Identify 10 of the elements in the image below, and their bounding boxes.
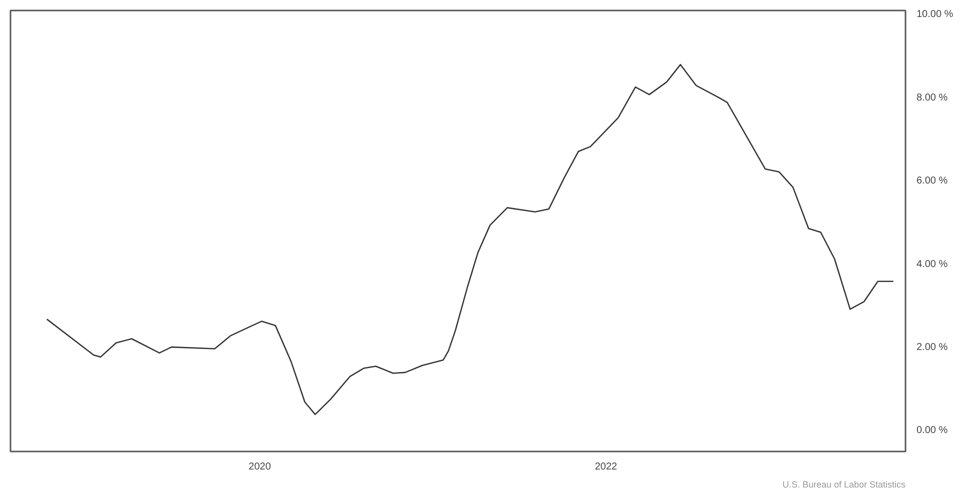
y-tick-label: 2.00 % — [916, 342, 948, 353]
line-series — [46, 64, 894, 416]
y-tick-label: 10.00 % — [916, 9, 954, 20]
y-tick-label: 6.00 % — [916, 176, 948, 187]
y-tick-label: 8.00 % — [916, 92, 948, 104]
x-tick-label: 2020 — [248, 462, 272, 472]
text: U.S. Bureau of Labor Statistics — [782, 480, 906, 490]
y-tick-label: 4.00 % — [916, 258, 948, 270]
y-tick-label: 0.00 % — [916, 425, 948, 436]
x-tick-label: 2022 — [594, 462, 618, 472]
